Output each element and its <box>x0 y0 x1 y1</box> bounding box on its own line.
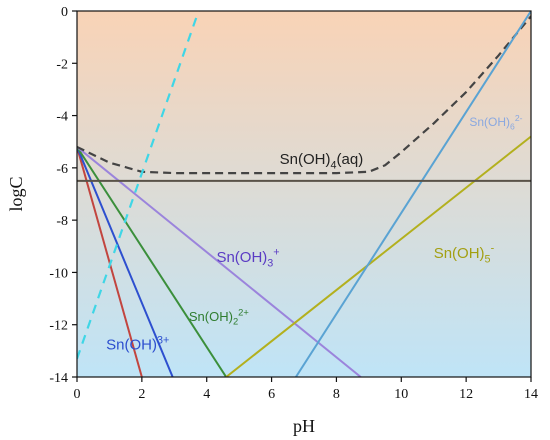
series-layer <box>77 11 531 377</box>
series-line-0 <box>77 146 143 377</box>
series-label-3: Sn(OH)4(aq) <box>280 151 364 172</box>
x-tick-label: 4 <box>203 387 210 402</box>
y-tick-label: 0 <box>61 5 68 20</box>
axis-layer: 0 2 4 6 8 10 12 14 0 -2 -4 -6 -8 -10 -12 -14 <box>49 5 538 402</box>
series-line-4 <box>77 15 531 175</box>
x-axis-title: pH <box>293 416 315 436</box>
series-line-6 <box>295 11 531 377</box>
y-tick-label: -12 <box>49 319 68 334</box>
x-tick-label: 8 <box>333 387 340 402</box>
x-tick-label: 6 <box>268 387 275 402</box>
y-tick-label: -4 <box>56 110 68 125</box>
series-line-5 <box>225 135 531 377</box>
plot-background <box>77 11 531 377</box>
series-label-layer: Sn(OH)3+ Sn(OH)22+ Sn(OH)3+ Sn(OH)4(aq) Sn(O… <box>106 113 522 354</box>
series-line-1 <box>77 146 174 377</box>
plot-frame <box>76 10 532 378</box>
y-tick-label: -8 <box>56 214 68 229</box>
x-tick-label: 2 <box>138 387 145 402</box>
x-tick-label: 0 <box>74 387 81 402</box>
series-line-3 <box>77 146 362 377</box>
x-tick-label: 10 <box>394 387 408 402</box>
series-line-7 <box>77 11 200 360</box>
y-tick-label: -14 <box>49 371 68 386</box>
series-line-2 <box>77 146 228 377</box>
x-tick-label: 14 <box>524 387 538 402</box>
x-tick-label: 12 <box>459 387 473 402</box>
series-label-5: Sn(OH)62- <box>469 113 522 132</box>
series-label-1: Sn(OH)22+ <box>189 306 249 326</box>
y-tick-label: -6 <box>56 162 68 177</box>
series-label-0: Sn(OH)3+ <box>106 334 169 353</box>
series-label-4: Sn(OH)5- <box>434 243 495 266</box>
y-axis-title: logC <box>6 176 26 211</box>
y-tick-label: -2 <box>56 57 68 72</box>
y-tick-label: -10 <box>49 266 68 281</box>
series-label-2: Sn(OH)3+ <box>216 247 279 270</box>
